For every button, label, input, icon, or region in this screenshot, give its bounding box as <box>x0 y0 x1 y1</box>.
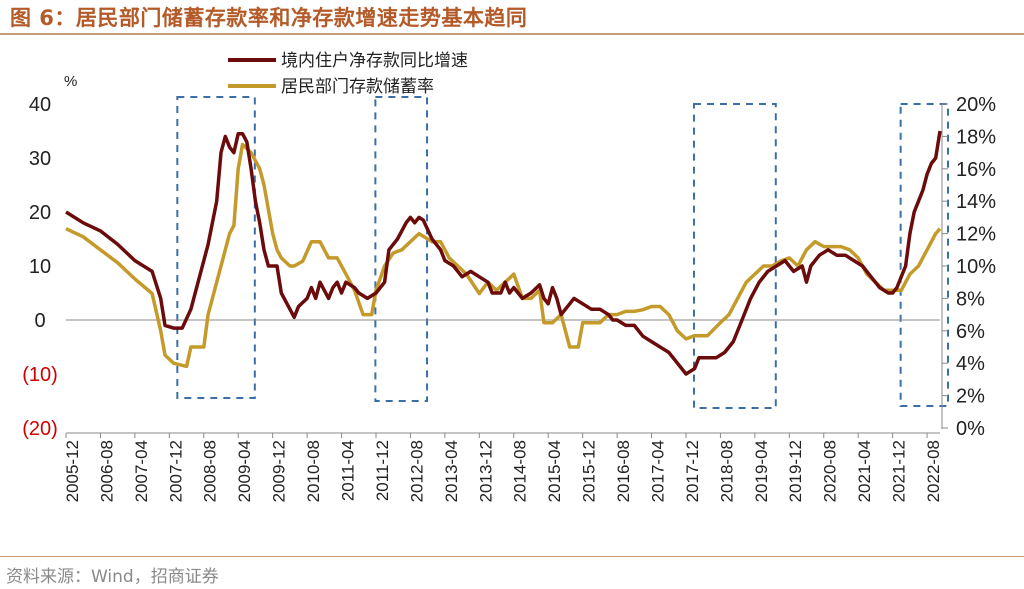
series-line <box>65 142 942 369</box>
x-tick-label: 2019-04 <box>752 440 771 502</box>
x-axis: 2005-12 2006-08 2007-04 2007-12 2008-08 2009-… <box>63 319 943 502</box>
right-tick-label: 0% <box>956 418 985 440</box>
highlight-box <box>374 96 429 402</box>
left-tick-label: (20) <box>22 418 58 440</box>
left-tick-label: (10) <box>22 364 58 386</box>
x-tick-label: 2007-04 <box>132 440 151 502</box>
x-tick-label: 2015-04 <box>545 440 564 502</box>
left-axis: 40 30 20 10 0 (10) (20) <box>22 94 58 440</box>
right-tick-label: 10% <box>956 256 996 278</box>
x-tick-label: 2017-12 <box>683 440 702 502</box>
left-tick-label: 0 <box>34 310 45 332</box>
left-axis-unit: % <box>64 73 77 90</box>
source-note: 资料来源：Wind，招商证券 <box>6 567 219 587</box>
figure-title: 图 6：居民部门储蓄存款率和净存款增速走势基本趋同 <box>10 6 528 30</box>
right-tick-label: 2% <box>956 386 985 408</box>
x-tick-label: 2015-12 <box>580 440 599 502</box>
source-rule <box>0 556 1024 557</box>
x-tick-label: 2021-04 <box>855 440 874 502</box>
series-lines <box>65 130 942 376</box>
right-tick-label: 20% <box>956 94 996 116</box>
x-tick-label: 2006-08 <box>97 440 116 502</box>
highlight-box <box>176 96 256 399</box>
x-tick-label: 2013-12 <box>476 440 495 502</box>
x-tick-label: 2010-08 <box>304 440 323 502</box>
right-axis: 20% 18% 16% 14% 12% 10% 8% 6% 4% 2% 0% <box>941 94 996 440</box>
right-tick-label: 4% <box>956 353 985 375</box>
highlight-box <box>899 103 949 407</box>
right-tick-label: 6% <box>956 321 985 343</box>
title-rule <box>0 33 1024 35</box>
legend-label: 境内住户净存款同比增速 <box>281 51 468 71</box>
x-tick-label: 2008-08 <box>201 440 220 502</box>
x-tick-label: 2013-04 <box>442 440 461 502</box>
x-tick-label: 2019-12 <box>786 440 805 502</box>
x-tick-label: 2012-08 <box>407 440 426 502</box>
x-tick-label: 2021-12 <box>890 440 909 502</box>
left-tick-label: 40 <box>29 94 51 116</box>
left-tick-label: 20 <box>29 202 51 224</box>
right-tick-label: 12% <box>956 224 996 246</box>
x-tick-label: 2020-08 <box>821 440 840 502</box>
x-tick-label: 2011-12 <box>373 440 392 501</box>
right-tick-label: 16% <box>956 159 996 181</box>
x-tick-label: 2018-08 <box>717 440 736 502</box>
left-tick-label: 30 <box>29 148 51 170</box>
x-tick-label: 2007-12 <box>166 440 185 502</box>
right-tick-label: 8% <box>956 288 985 310</box>
left-tick-label: 10 <box>29 256 51 278</box>
legend-label: 居民部门存款储蓄率 <box>281 77 434 97</box>
x-tick-label: 2009-04 <box>235 440 254 502</box>
highlight-boxes <box>176 96 949 409</box>
x-tick-label: 2016-08 <box>614 440 633 502</box>
x-tick-label: 2005-12 <box>63 440 82 502</box>
x-tick-label: 2011-04 <box>338 440 357 501</box>
x-tick-label: 2022-08 <box>924 440 943 502</box>
series-line <box>65 130 942 376</box>
highlight-box <box>692 103 777 409</box>
right-tick-label: 14% <box>956 191 996 213</box>
right-tick-label: 18% <box>956 126 996 148</box>
x-tick-label: 2014-08 <box>511 440 530 502</box>
x-tick-label: 2009-12 <box>270 440 289 502</box>
x-tick-label: 2017-04 <box>648 440 667 502</box>
